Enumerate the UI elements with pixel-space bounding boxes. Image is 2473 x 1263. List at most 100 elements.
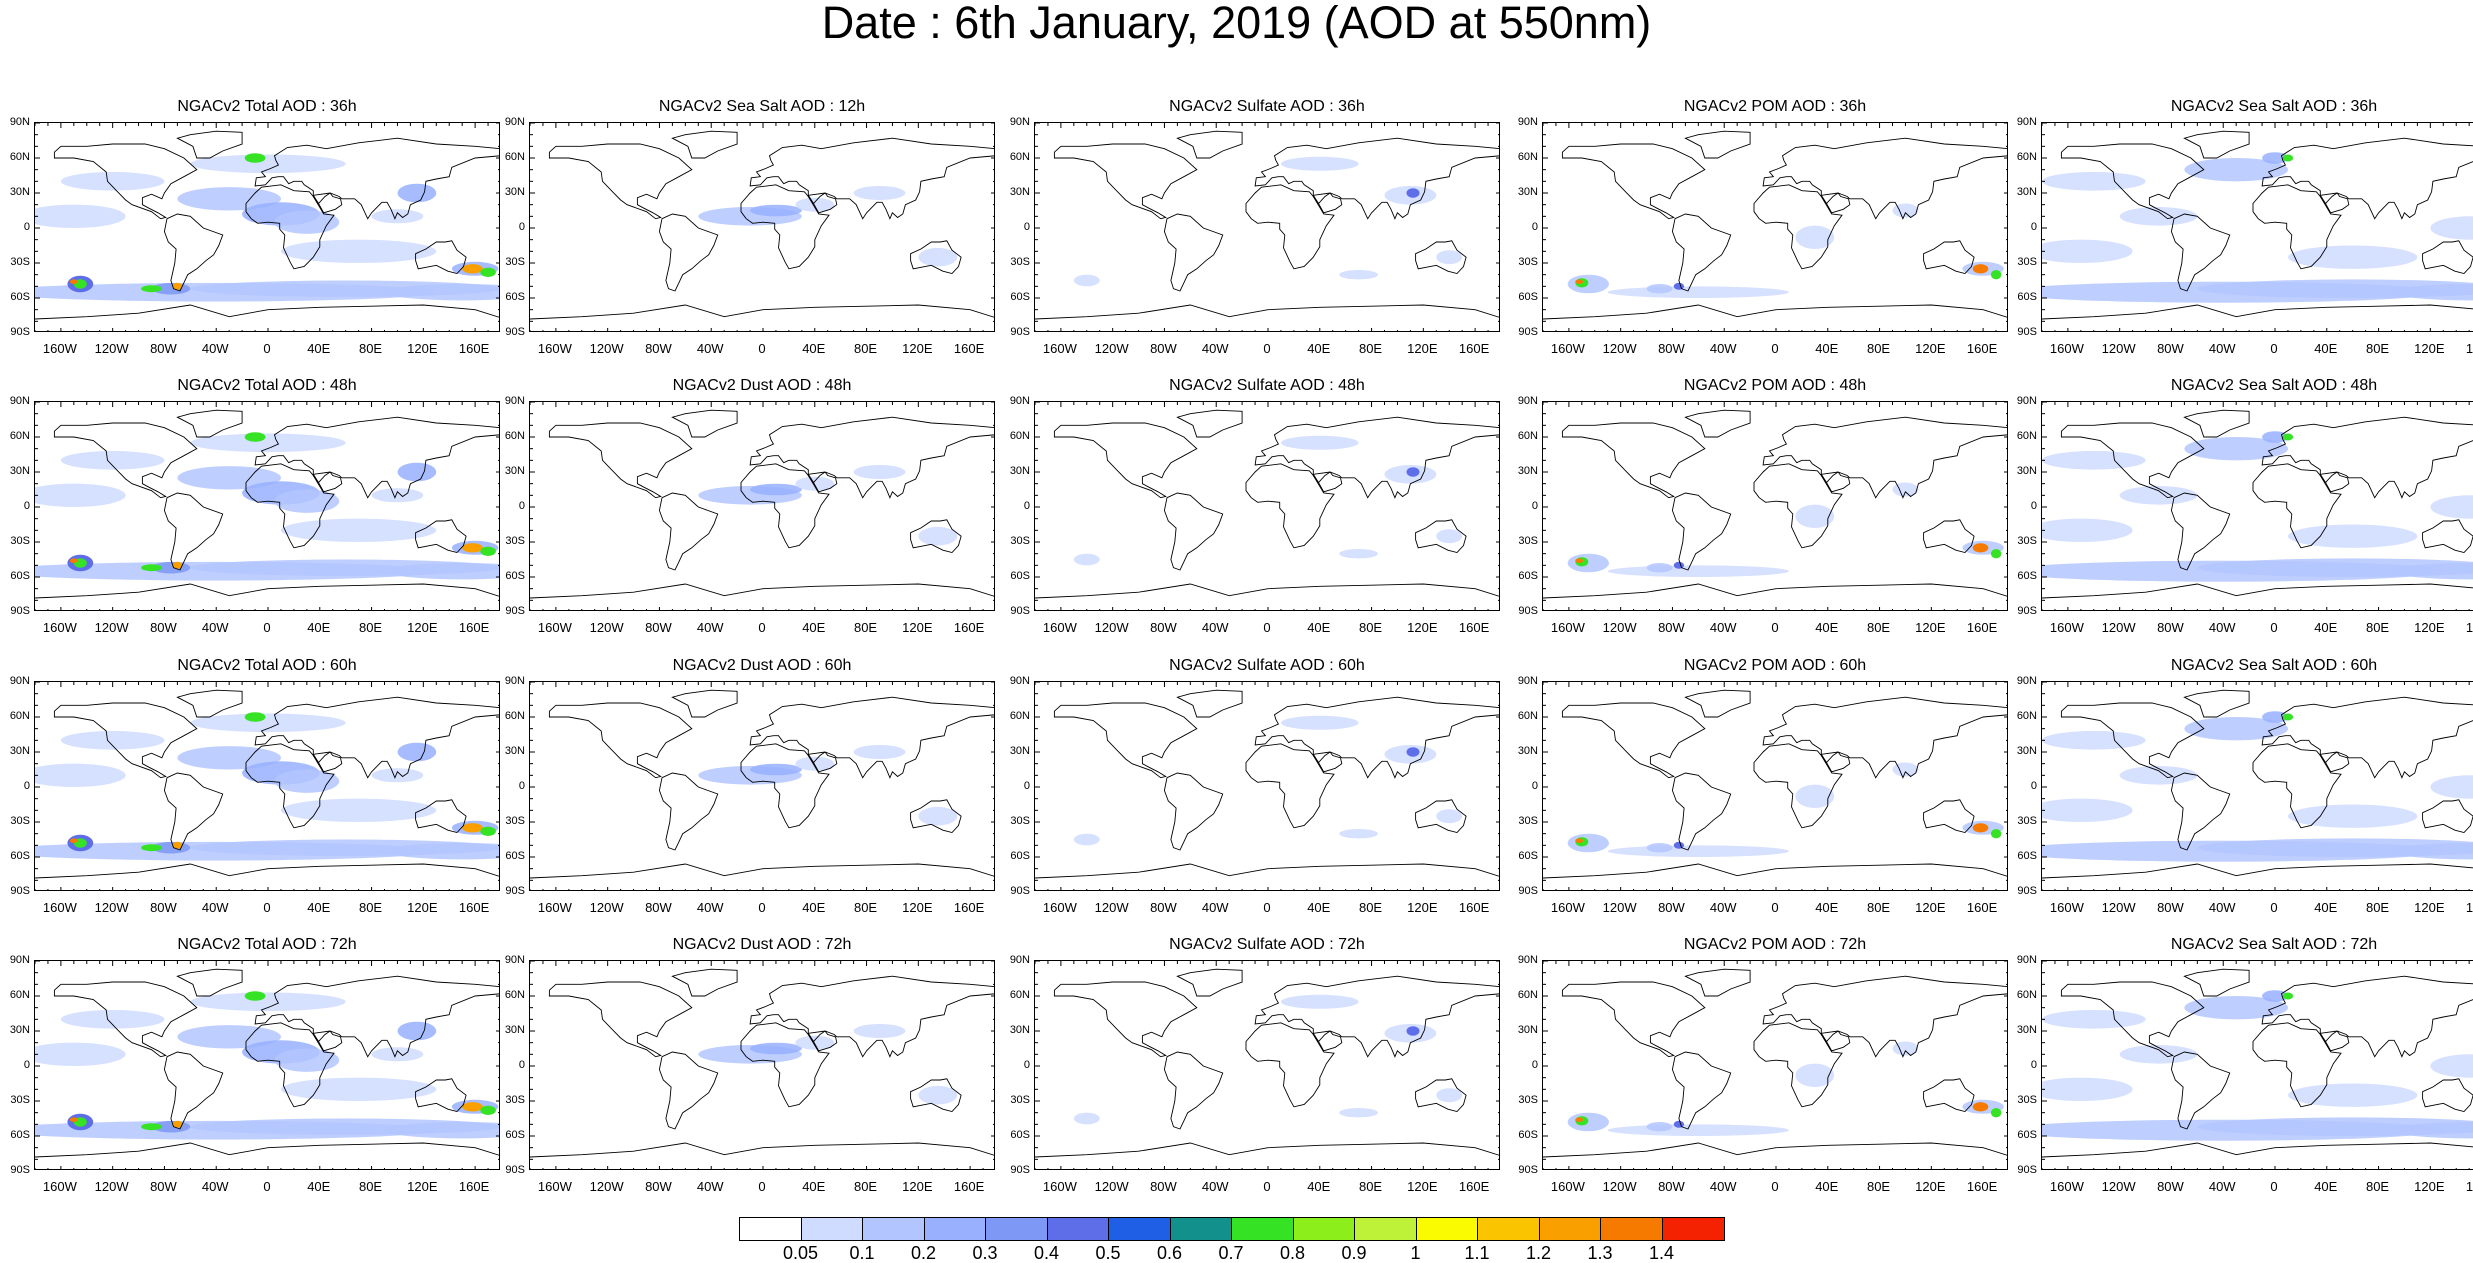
lon-tick-label: 160E <box>1960 901 2004 915</box>
colorbar-swatch <box>1048 1218 1110 1240</box>
lon-tick-label: 40W <box>193 1180 237 1194</box>
coastline-northAmerica <box>549 703 691 778</box>
panel-title: NGACv2 Dust AOD : 48h <box>552 377 972 395</box>
aod-patch <box>141 1123 162 1130</box>
axis-ticks <box>530 961 995 1170</box>
lon-tick-label: 40W <box>2200 621 2244 635</box>
lat-tick-label: 60S <box>1000 571 1030 582</box>
lon-tick-label: 40E <box>1805 342 1849 356</box>
lat-tick-label: 30S <box>1000 257 1030 268</box>
aod-patch <box>1647 563 1673 572</box>
aod-patch <box>2288 246 2417 269</box>
lon-tick-label: 120W <box>1598 621 1642 635</box>
lon-tick-label: 40W <box>1193 621 1237 635</box>
aod-patch <box>2288 1084 2417 1107</box>
aod-patch <box>398 184 437 203</box>
world-map <box>530 402 995 611</box>
aod-field <box>2042 152 2473 303</box>
colorbar-label: 1.2 <box>1514 1243 1564 1263</box>
aod-patch <box>1436 250 1462 264</box>
lon-tick-label: 160E <box>452 342 496 356</box>
lon-tick-label: 40W <box>193 621 237 635</box>
lon-tick-label: 160W <box>533 901 577 915</box>
lon-tick-label: 160W <box>533 342 577 356</box>
coastline-southAmerica <box>2171 773 2229 850</box>
world-map <box>530 961 995 1170</box>
aod-patch <box>1973 264 1989 273</box>
lon-tick-label: 40E <box>792 901 836 915</box>
lon-tick-label: 80W <box>636 621 680 635</box>
lon-tick-label: 80E <box>349 621 393 635</box>
coastline-eurasia <box>1255 417 1500 498</box>
lon-tick-label: 120W <box>1090 901 1134 915</box>
coastline-southAmerica <box>1672 214 1730 291</box>
aod-field <box>2042 431 2473 582</box>
coastline-eurasia <box>2262 697 2473 778</box>
lon-tick-label: 80E <box>2356 342 2400 356</box>
coastline-antarcticLine <box>2042 1143 2473 1157</box>
aod-patch <box>1575 279 1583 284</box>
map-panel-seasalt <box>2041 401 2473 611</box>
lat-tick-label: 60N <box>495 152 525 163</box>
coastline-greenland <box>177 690 242 717</box>
lon-tick-label: 0 <box>1245 1180 1289 1194</box>
lat-tick-label: 30N <box>0 187 30 198</box>
lat-tick-label: 90N <box>1000 396 1030 407</box>
coastline-southAmerica <box>1164 214 1222 291</box>
lon-tick-label: 160E <box>947 621 991 635</box>
lat-tick-label: 90S <box>2007 886 2037 897</box>
aod-patch <box>1575 1117 1583 1122</box>
lon-tick-label: 0 <box>245 621 289 635</box>
aod-patch <box>2288 525 2417 548</box>
world-map <box>2042 961 2473 1170</box>
aod-patch <box>1407 747 1420 756</box>
aod-patch <box>372 209 424 223</box>
coastline-southAmerica <box>164 493 222 570</box>
aod-patch <box>1407 188 1420 197</box>
colorbar-swatch <box>1171 1218 1233 1240</box>
lon-tick-label: 160W <box>533 621 577 635</box>
aod-patch <box>245 153 266 162</box>
lat-tick-label: 60S <box>0 1130 30 1141</box>
colorbar-swatch <box>740 1218 802 1240</box>
coastline-africa <box>1754 744 1842 828</box>
lat-tick-label: 30S <box>495 536 525 547</box>
aod-patch <box>1795 1064 1834 1087</box>
coastline-northAmerica <box>1054 144 1196 219</box>
panel-title: NGACv2 Dust AOD : 60h <box>552 657 972 675</box>
panel-title: NGACv2 Sea Salt AOD : 60h <box>2064 657 2473 675</box>
coastlines <box>1035 969 1500 1157</box>
aod-patch <box>35 205 126 228</box>
lon-tick-label: 80E <box>1349 901 1393 915</box>
coastline-northAmerica <box>1562 144 1704 219</box>
lon-tick-label: 80W <box>2148 621 2192 635</box>
lat-tick-label: 90N <box>0 955 30 966</box>
aod-patch <box>462 823 483 832</box>
lat-tick-label: 0 <box>2007 781 2037 792</box>
lon-tick-label: 120W <box>1090 342 1134 356</box>
coastline-northAmerica <box>549 423 691 498</box>
coastline-africa <box>1754 185 1842 269</box>
lon-tick-label: 160W <box>2045 342 2089 356</box>
lon-tick-label: 40E <box>1297 621 1341 635</box>
lat-tick-label: 0 <box>1000 501 1030 512</box>
aod-patch <box>70 279 78 284</box>
coastline-eurasia <box>2262 138 2473 219</box>
aod-patch <box>1991 549 2001 558</box>
aod-patch <box>281 240 436 263</box>
world-map <box>1543 123 2008 332</box>
lat-tick-label: 90N <box>1508 117 1538 128</box>
lon-tick-label: 160E <box>1960 342 2004 356</box>
aod-field <box>2042 711 2473 862</box>
lat-tick-label: 60S <box>1508 571 1538 582</box>
lat-tick-label: 60S <box>1508 851 1538 862</box>
lon-tick-label: 80E <box>1349 621 1393 635</box>
lon-tick-label: 120E <box>400 621 444 635</box>
aod-patch <box>854 465 906 479</box>
lat-tick-label: 0 <box>1508 1060 1538 1071</box>
lon-tick-label: 80W <box>2148 1180 2192 1194</box>
lon-tick-label: 80W <box>1141 901 1185 915</box>
lon-tick-label: 120E <box>1908 901 1952 915</box>
aod-patch <box>372 1047 424 1061</box>
colorbar-label: 1 <box>1391 1243 1441 1263</box>
